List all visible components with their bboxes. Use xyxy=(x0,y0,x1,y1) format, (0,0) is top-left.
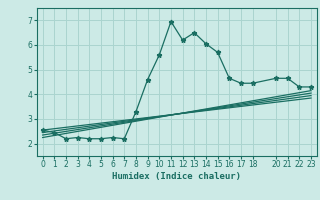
X-axis label: Humidex (Indice chaleur): Humidex (Indice chaleur) xyxy=(112,172,241,181)
